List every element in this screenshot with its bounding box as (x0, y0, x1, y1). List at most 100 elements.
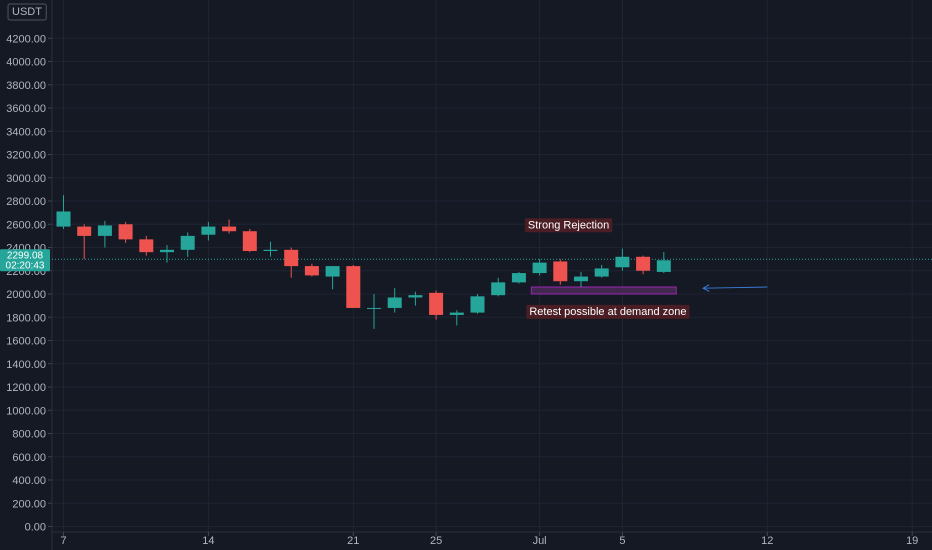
candle-body (180, 235, 195, 250)
currency-badge-background (7, 3, 47, 21)
candle-body (615, 256, 630, 268)
bearish-candle[interactable] (284, 247, 299, 278)
candle-body (532, 262, 547, 274)
candle-body (263, 249, 278, 251)
bearish-candle[interactable] (139, 235, 154, 256)
bearish-candle[interactable] (553, 259, 568, 285)
bearish-candle[interactable] (77, 224, 92, 260)
candle-body (139, 239, 154, 253)
candle-body (636, 256, 651, 271)
bullish-candle[interactable] (56, 195, 71, 229)
candle-body (387, 297, 402, 308)
bearish-candle[interactable] (118, 221, 133, 243)
strong-rejection-label[interactable]: Strong Rejection (524, 218, 613, 233)
bearish-candle[interactable] (636, 255, 651, 275)
bearish-candle[interactable] (346, 264, 361, 308)
y-tick-label: 4000.00 (6, 57, 46, 69)
candle-body (574, 276, 588, 282)
y-tick-label: 1000.00 (6, 405, 46, 417)
y-tick-label: 1400.00 (6, 359, 46, 371)
currency-label: USDT (12, 6, 42, 18)
strong-rejection-text: Strong Rejection (528, 219, 609, 231)
bullish-candle[interactable] (656, 252, 671, 274)
bullish-candle[interactable] (408, 291, 423, 306)
retest-label-background (526, 304, 690, 319)
y-tick-label: 2600.00 (6, 219, 46, 231)
currency-badge[interactable]: USDT (7, 3, 47, 21)
bullish-candle[interactable] (325, 266, 340, 290)
x-axis: 7 14 21 25 Jul 5 12 19 (52, 531, 932, 547)
bearish-candle[interactable] (222, 219, 237, 234)
bullish-candle[interactable] (449, 310, 464, 326)
bearish-candle[interactable] (304, 263, 319, 277)
y-tick-label: 3400.00 (6, 126, 46, 138)
candle-body (304, 266, 319, 276)
strong-rejection-label-background (524, 218, 613, 233)
bullish-candle[interactable] (594, 264, 609, 278)
bullish-candle[interactable] (160, 245, 174, 263)
x-tick-label: 7 (60, 535, 66, 547)
candle-body (242, 231, 257, 251)
grid (52, 0, 932, 532)
current-price-badge: 2299.08 02:20:43 (0, 249, 50, 272)
candle-body (594, 268, 609, 277)
y-tick-label: 1800.00 (6, 312, 46, 324)
y-tick-label: 800.00 (12, 429, 46, 441)
x-tick-label: 19 (906, 535, 918, 547)
candle-body (491, 282, 506, 296)
candle-body (656, 260, 671, 272)
candle-body (118, 224, 133, 240)
candles[interactable] (56, 195, 671, 329)
arrow-annotation[interactable] (702, 284, 768, 292)
x-tick-label: Jul (533, 535, 547, 547)
y-tick-label: 2000.00 (6, 289, 46, 301)
y-tick-label: 3200.00 (6, 150, 46, 162)
candle-body (284, 249, 299, 267)
bullish-candle[interactable] (97, 220, 112, 248)
arrow-shaft (703, 286, 768, 289)
y-tick-label: 3600.00 (6, 103, 46, 115)
candle-body (222, 226, 237, 232)
bullish-candle[interactable] (201, 221, 216, 241)
y-tick-label: 600.00 (12, 452, 46, 464)
candle-countdown: 02:20:43 (6, 261, 45, 272)
candle-body (367, 307, 381, 309)
retest-text: Retest possible at demand zone (529, 306, 686, 318)
bearish-candle[interactable] (242, 228, 257, 253)
x-tick-label: 5 (619, 535, 625, 547)
arrow-head (702, 284, 710, 292)
y-tick-label: 1200.00 (6, 382, 46, 394)
demand-zone-rectangle[interactable] (530, 286, 677, 295)
y-tick-label: 4200.00 (6, 33, 46, 45)
bullish-candle[interactable] (387, 288, 402, 313)
bullish-candle[interactable] (180, 232, 195, 257)
x-tick-label: 14 (202, 535, 214, 547)
bullish-candle[interactable] (574, 271, 588, 289)
bullish-candle[interactable] (491, 277, 506, 297)
y-tick-label: 3800.00 (6, 80, 46, 92)
bullish-candle[interactable] (263, 241, 278, 257)
y-tick-label: 400.00 (12, 475, 46, 487)
candle-body (408, 295, 423, 298)
bullish-candle[interactable] (511, 271, 526, 284)
retest-label[interactable]: Retest possible at demand zone (526, 304, 690, 319)
bullish-candle[interactable] (615, 248, 630, 271)
candle-body (77, 226, 92, 236)
candle-body (553, 261, 568, 282)
y-tick-label: 200.00 (12, 498, 46, 510)
candle-body (346, 266, 361, 308)
y-tick-label: 2800.00 (6, 196, 46, 208)
bullish-candle[interactable] (532, 259, 547, 276)
current-price-badge-background (0, 249, 50, 272)
x-tick-label: 21 (347, 535, 359, 547)
x-tick-label: 25 (430, 535, 442, 547)
candle-body (470, 296, 485, 313)
bullish-candle[interactable] (470, 294, 485, 314)
bearish-candle[interactable] (429, 290, 444, 320)
y-tick-label: 1600.00 (6, 336, 46, 348)
current-price-value: 2299.08 (7, 251, 44, 262)
bullish-candle[interactable] (367, 294, 381, 329)
candle-body (511, 273, 526, 283)
